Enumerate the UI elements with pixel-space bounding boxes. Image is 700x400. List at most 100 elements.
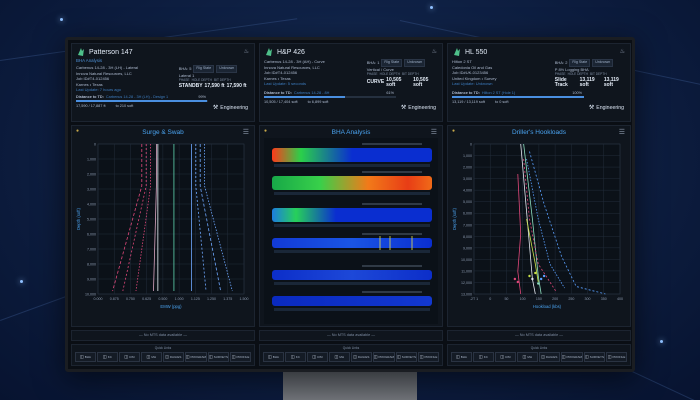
x-tick-label: 250: [568, 297, 574, 301]
quick-link-label: PROGRAM: [566, 354, 582, 359]
data-point: [534, 271, 537, 275]
distance-design: Carbenus 14-28 - 3H (LH) - Design 1: [105, 94, 169, 99]
menu-icon[interactable]: ☰: [618, 129, 625, 137]
quick-link-icon: ◫: [146, 354, 151, 360]
quick-link-label: CIM: [316, 354, 323, 359]
quick-link-button[interactable]: ◫ PROGRAM: [560, 351, 583, 362]
well-job-id: Job ID#T4-012456: [76, 76, 110, 81]
quick-link-button[interactable]: ◫ PROFILE: [606, 351, 627, 362]
quick-link-button[interactable]: ◫ BHA: [263, 351, 284, 362]
quick-link-button[interactable]: ◫ KC: [96, 351, 118, 362]
quick-link-button[interactable]: ◫ BHA: [451, 351, 472, 362]
bulb-icon[interactable]: ●: [452, 128, 456, 135]
well-name[interactable]: H&P 426: [277, 48, 305, 56]
well-card[interactable]: Patterson 147 ♨ BHA Analysis Carbenus 14…: [71, 43, 255, 123]
quick-link-button[interactable]: ◫ SURVEYS: [395, 351, 418, 362]
bell-icon[interactable]: ♨: [243, 49, 249, 55]
quick-link-icon: ◫: [353, 354, 357, 360]
hole-depth-header: HOLE DEPTH: [567, 72, 588, 76]
bulb-icon[interactable]: ●: [76, 128, 80, 135]
phase-value: STANDBY: [178, 82, 203, 89]
rig-state-value: Unknown: [592, 59, 614, 67]
engineering-button[interactable]: ⚒ Engineering: [212, 104, 248, 112]
y-tick-label: 2,000: [463, 166, 472, 170]
y-tick-label: 1,000: [463, 154, 472, 158]
quick-link-icon: ◫: [79, 354, 84, 360]
well-column: HL 550 ♨ Hilton 2 ST Caledonia Oil and G…: [447, 43, 631, 366]
dashboard: Patterson 147 ♨ BHA Analysis Carbenus 14…: [68, 40, 632, 369]
distance-progress-bar: [452, 95, 584, 98]
bha-number: BHA: 1: [366, 60, 380, 65]
bell-icon[interactable]: ♨: [619, 49, 625, 55]
quick-link-button[interactable]: ◫ KC: [284, 351, 306, 362]
series-line: [112, 144, 143, 292]
rig-state-value: Unknown: [404, 59, 426, 67]
data-point: [531, 277, 534, 281]
quick-link-button[interactable]: ◫ CIM: [494, 351, 516, 362]
bha-mode: P 8½ Logging BHA: [554, 66, 589, 72]
bha-scale-strip: [274, 250, 430, 254]
engineering-button[interactable]: ⚒ Engineering: [589, 104, 624, 112]
quick-link-icon: ◫: [455, 354, 460, 360]
quick-link-icon: ◫: [541, 354, 545, 360]
well-card[interactable]: HL 550 ♨ Hilton 2 ST Caledonia Oil and G…: [447, 43, 631, 123]
y-tick-label: 6,000: [87, 233, 96, 237]
x-tick-label: 300: [585, 297, 591, 301]
quick-link-button[interactable]: ◫ PROFILE: [418, 351, 439, 362]
quick-link-button[interactable]: ◫ MH: [328, 351, 350, 362]
quick-link-button[interactable]: ◫ CIM: [118, 351, 140, 362]
quick-link-button[interactable]: ◫ PROFILE: [230, 351, 251, 362]
well-subtitle[interactable]: BHA Analysis: [76, 58, 103, 63]
x-tick-label: 100: [520, 297, 526, 301]
quick-link-label: PROGRAM: [378, 354, 394, 359]
quick-link-label: CIM: [128, 354, 135, 359]
well-name[interactable]: HL 550: [465, 48, 488, 56]
quick-link-button[interactable]: ◫ CIM: [306, 351, 328, 362]
quick-link-label: MH: [339, 354, 344, 359]
bell-icon[interactable]: ♨: [431, 49, 437, 55]
x-tick-label: 1.250: [207, 297, 216, 301]
distance-design: Hilton 2 ST (Hole 1): [481, 90, 516, 95]
quick-link-button[interactable]: ◫ SURVEYS: [207, 351, 230, 362]
quick-link-icon: ◫: [500, 354, 504, 360]
quick-link-button[interactable]: ◫ MH: [140, 351, 162, 362]
quick-link-button[interactable]: ◫ DAILIES: [350, 351, 372, 362]
x-tick-label: 0: [489, 297, 491, 301]
rig-state-label: Rig State: [569, 59, 591, 67]
well-logo-icon: [266, 48, 272, 56]
well-card[interactable]: H&P 426 ♨ Carbenus 14-28 - 3H (AH) - Cur…: [259, 43, 443, 123]
x-tick-label: 0.750: [126, 297, 135, 301]
y-tick-label: 5,000: [87, 218, 96, 222]
tools-icon: ⚒: [400, 105, 407, 112]
tools-icon: ⚒: [212, 105, 219, 112]
well-job-id: Job ID#UK-0123456: [452, 70, 489, 75]
rig-state-label: Rig State: [381, 59, 403, 67]
chart-bha: [264, 138, 438, 325]
well-column: H&P 426 ♨ Carbenus 14-28 - 3H (AH) - Cur…: [259, 43, 443, 366]
quick-link-button[interactable]: ◫ DAILIES: [538, 351, 560, 362]
quick-link-icon: ◫: [334, 354, 339, 360]
menu-icon[interactable]: ☰: [430, 129, 437, 137]
chart-hook: 0 1,000 2,000 3,000 4,000 5,000 6,000 7,000 8,00…: [452, 143, 623, 310]
distance-percent: 100%: [572, 90, 582, 95]
well-name[interactable]: Patterson 147: [89, 48, 133, 56]
quick-link-button[interactable]: ◫ PROGRAM: [184, 351, 207, 362]
quick-link-icon: ◫: [312, 354, 316, 360]
quick-link-button[interactable]: ◫ PROGRAM: [372, 351, 395, 362]
quick-link-icon: ◫: [478, 354, 483, 360]
quick-link-button[interactable]: ◫ SURVEYS: [583, 351, 606, 362]
quick-link-icon: ◫: [607, 354, 612, 360]
quick-link-button[interactable]: ◫ MH: [516, 351, 538, 362]
quick-link-label: PROFILE: [424, 354, 438, 359]
quick-link-icon: ◫: [185, 354, 190, 360]
menu-icon[interactable]: ☰: [242, 129, 249, 137]
quick-links-bar: Quick Links ◫ BHA ◫ KC ◫ CIM ◫ MH ◫ DAILIES ◫ PROGRA…: [71, 343, 255, 366]
bulb-icon[interactable]: ●: [264, 128, 268, 135]
well-logo-icon: [454, 48, 460, 56]
quick-link-icon: ◫: [102, 354, 107, 360]
quick-link-button[interactable]: ◫ KC: [472, 351, 494, 362]
engineering-button[interactable]: ⚒ Engineering: [400, 104, 436, 112]
quick-link-button[interactable]: ◫ DAILIES: [162, 351, 184, 362]
quick-link-button[interactable]: ◫ BHA: [75, 351, 96, 362]
bit-depth-header: BIT DEPTH: [213, 78, 231, 82]
